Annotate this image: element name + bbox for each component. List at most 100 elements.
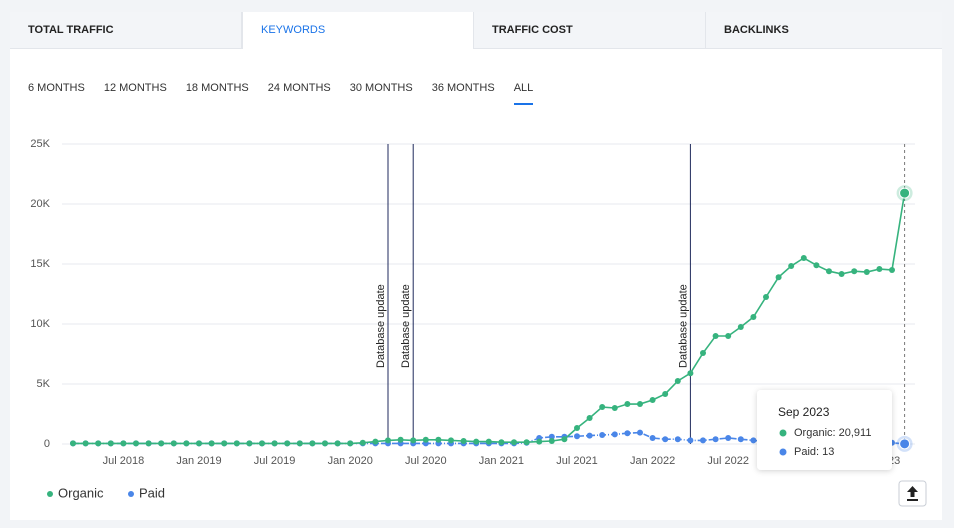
point [611,405,618,411]
point [586,432,593,439]
point [687,437,694,444]
y-tick-label: 25K [30,138,50,150]
y-tick-label: 10K [30,318,50,330]
point [611,431,618,438]
point [133,440,139,447]
point [674,378,681,384]
point [82,440,89,447]
point [410,437,417,444]
point [233,440,240,447]
point [536,438,543,445]
point [750,437,757,444]
point [838,270,845,277]
point [763,294,769,300]
x-tick-label: Jan 2019 [176,455,221,467]
x-tick-label: Jul 2022 [707,455,749,467]
tab[interactable]: TRAFFIC COST [474,12,706,48]
point [473,438,480,445]
legend-label: Organic [58,485,104,500]
export-button[interactable] [898,480,927,507]
x-tick-label: Jan 2021 [479,455,524,467]
tooltip-swatch [779,448,787,456]
annotation-label: Database update [677,284,689,368]
point [649,396,656,403]
point [800,255,807,261]
card: TOTAL TRAFFIC KEYWORDS TRAFFIC COST BACK… [10,12,942,520]
period[interactable]: 30 MONTHS [349,82,413,94]
tab[interactable]: KEYWORDS [242,12,474,49]
point [511,439,517,446]
point [170,440,177,447]
legend-label: Paid [139,485,165,500]
point [284,440,291,447]
tooltip-title: Sep 2023 [778,405,830,419]
point [208,440,215,447]
point [574,425,580,432]
annotation-label: Database update [375,284,387,368]
period[interactable]: 36 MONTHS [431,82,495,94]
point [813,262,820,269]
point [359,439,366,446]
point [246,440,253,447]
point [561,436,568,443]
point [712,333,719,339]
period[interactable]: 18 MONTHS [185,82,249,94]
point [649,435,656,441]
point [624,401,631,408]
x-tick-label: Jan 2020 [328,455,373,467]
point [296,440,303,447]
point [548,433,555,440]
point [712,436,719,443]
point [863,269,870,276]
tooltip-row: Organic: 20,911 [794,427,871,439]
period[interactable]: ALL [513,82,534,105]
point [70,440,76,447]
point [637,429,643,436]
point [899,438,911,450]
y-tick-label: 20K [30,198,50,210]
point [826,268,832,275]
point [322,440,328,447]
period[interactable]: 6 MONTHS [28,82,85,94]
point [725,333,732,339]
tabs: TOTAL TRAFFIC KEYWORDS TRAFFIC COST BACK… [10,12,942,49]
point [259,440,265,447]
tooltip: Sep 2023 Organic: 20,911 Paid: 13 [757,390,892,470]
x-tick-label: Jul 2020 [405,455,447,467]
tab[interactable]: TOTAL TRAFFIC [10,12,242,48]
point [372,438,379,445]
point [737,324,744,330]
point [523,439,530,446]
point [700,350,706,357]
point [309,440,316,447]
point [460,438,467,444]
periods: 6 MONTHS 12 MONTHS 18 MONTHS 24 MONTHS 3… [28,82,552,105]
point [448,437,454,444]
point [586,414,593,421]
y-tick-label: 0 [44,438,50,450]
point [422,436,429,443]
legend-swatch [128,491,134,497]
point [334,440,341,447]
point [876,266,883,273]
point [271,440,278,447]
point [435,436,442,443]
point [662,436,669,443]
period[interactable]: 12 MONTHS [103,82,167,94]
point [851,268,858,275]
point [899,187,911,199]
point [548,438,555,444]
point [674,436,681,443]
period[interactable]: 24 MONTHS [267,82,331,94]
point [347,440,354,447]
tooltip-box [757,390,892,470]
tooltip-label: Paid: [794,446,819,458]
point [637,401,643,408]
point [700,437,706,444]
y-tick-label: 5K [37,378,51,390]
point [687,370,694,377]
tab[interactable]: BACKLINKS [724,24,789,36]
point [120,440,127,447]
